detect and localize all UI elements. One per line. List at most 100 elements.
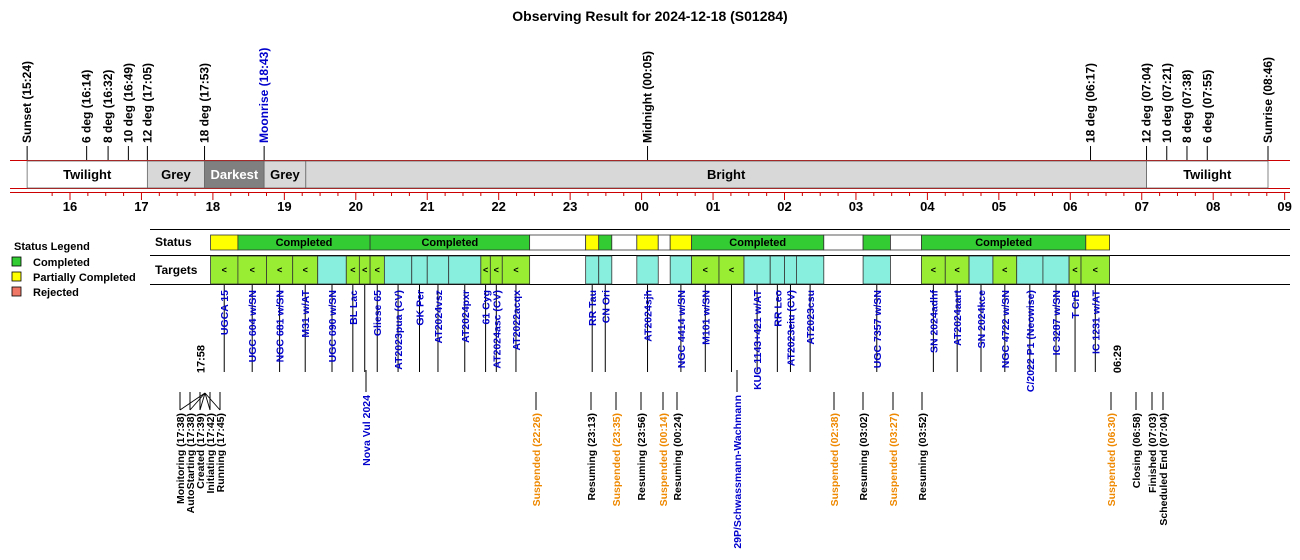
status-segment [598, 234, 613, 251]
target-block [585, 255, 600, 285]
status-segment [862, 234, 891, 251]
time-markers: 17:58 06:29 [196, 345, 1124, 373]
sky-band [1146, 160, 1269, 189]
startup-leader [204, 392, 221, 411]
status-legend: Status Legend Completed Partially Complete… [11, 241, 136, 299]
target-block [636, 255, 659, 285]
target-block [266, 255, 294, 285]
sky-band [204, 160, 265, 189]
log-event-label: Finished (07:03) [1147, 413, 1159, 493]
status-segment-label: Completed [276, 237, 333, 249]
time-event-label: 18 deg (06:17) [1084, 63, 1098, 143]
status-row-label: Status [155, 235, 192, 249]
hour-tick-label: 06 [1063, 199, 1077, 214]
status-segment-label: Completed [421, 237, 478, 249]
target-block [968, 255, 994, 285]
legend-swatch [11, 271, 22, 282]
target-label: BL Lac [348, 290, 360, 325]
target-label: IC 3287 w/SN [1051, 290, 1063, 355]
sky-band-label: Twilight [63, 167, 112, 182]
target-label: UGCA 15 [219, 290, 231, 335]
hour-tick-label: 01 [706, 199, 720, 214]
time-event-label: 12 deg (07:04) [1140, 63, 1154, 143]
chart-title: Observing Result for 2024-12-18 (S01284) [512, 8, 787, 24]
hour-tick-label: 21 [420, 199, 434, 214]
target-block [237, 255, 267, 285]
time-event-label: 6 deg (16:14) [80, 70, 94, 143]
target-mark: < [250, 265, 255, 275]
log-event-label: Suspended (06:30) [1106, 413, 1118, 506]
target-block [1042, 255, 1070, 285]
hour-tick-label: 22 [491, 199, 505, 214]
status-segment [210, 234, 239, 251]
target-block [718, 255, 745, 285]
target-label: AT2023csu [805, 290, 817, 345]
target-labels: UGCA 15 UGC 604 w/SN NGC 681 w/SN M31 w/AT U… [219, 285, 1102, 392]
target-mark: < [483, 265, 488, 275]
target-label: SN 2024kce [976, 290, 988, 349]
target-label: AT2024asc (CV) [491, 290, 503, 369]
legend-swatch [11, 256, 22, 267]
target-mark: < [955, 265, 960, 275]
status-segment [1085, 234, 1110, 251]
status-segment [585, 234, 600, 251]
log-event-label: Initiating (17:42) [205, 413, 217, 494]
hour-tick-label: 03 [849, 199, 863, 214]
target-label: GK Per [414, 290, 426, 326]
time-event-label: 18 deg (17:53) [198, 63, 212, 143]
target-mark: < [494, 265, 499, 275]
status-row: Completed Completed Completed Completed [150, 229, 1290, 285]
status-segment [823, 234, 864, 251]
target-block [669, 255, 693, 285]
target-label: KUG 1143+421 w/AT [752, 289, 764, 389]
targets-row: < < < < < < < < < < < < < < < < < [210, 255, 1110, 285]
log-event-label: Resuming (23:56) [636, 413, 648, 501]
log-event-label: Resuming (03:52) [917, 413, 929, 501]
time-event-label: Sunset (15:24) [20, 61, 34, 143]
target-block [411, 255, 428, 285]
status-segment-label: Completed [729, 237, 786, 249]
sky-band [146, 160, 205, 189]
target-label: T CrB [1070, 290, 1082, 319]
log-event-label: Suspended (03:27) [888, 413, 900, 506]
time-event-label: 8 deg (16:32) [101, 70, 115, 143]
time-event-label: 12 deg (17:05) [140, 63, 154, 143]
hour-tick-label: 02 [777, 199, 791, 214]
target-mark: < [303, 265, 308, 275]
log-event-label: Running (17:45) [215, 413, 227, 492]
target-mark: < [362, 265, 367, 275]
status-segment-label: Completed [975, 237, 1032, 249]
legend-item: Partially Completed [33, 272, 136, 284]
target-label: CN Ori [600, 290, 612, 323]
hour-tick-label: 20 [349, 199, 363, 214]
target-mark: < [703, 265, 708, 275]
target-label: Gliese 65 [372, 290, 384, 336]
time-event-label: 8 deg (07:38) [1180, 70, 1194, 143]
target-label: NGC 681 w/SN [275, 290, 287, 362]
hour-tick-label: 19 [277, 199, 291, 214]
target-block [426, 255, 450, 285]
status-segment [890, 234, 922, 251]
log-event-label: Scheduled End (07:04) [1158, 413, 1170, 526]
target-block [1080, 255, 1110, 285]
time-event-label: Moonrise (18:43) [257, 48, 271, 143]
target-label: AT2024vsz [433, 290, 445, 344]
sky-band [305, 160, 1147, 189]
log-event-label: Resuming (03:02) [858, 413, 870, 501]
target-block [317, 255, 347, 285]
target-label: IC 1231 w/AT [1090, 289, 1102, 354]
log-event-label: Suspended (02:38) [829, 413, 841, 506]
hour-tick-label: 17 [134, 199, 148, 214]
log-event-label: Resuming (23:13) [586, 413, 598, 501]
hour-tick-label: 05 [992, 199, 1006, 214]
target-label: NGC 4722 w/SN [1000, 290, 1012, 368]
target-label: AT2024sjh [643, 290, 655, 342]
target-block [598, 255, 613, 285]
time-event-label: 10 deg (07:21) [1160, 63, 1174, 143]
sky-condition-bands: Twilight Grey Darkest Grey Bright Twilight [10, 160, 1290, 189]
startup-leader [204, 392, 211, 411]
time-marker: 06:29 [1112, 345, 1124, 373]
log-event-label: Closing (06:58) [1131, 413, 1143, 488]
target-label: SN 2024adhf [928, 290, 940, 354]
time-axis: 16 17 18 19 20 21 22 23 00 01 02 03 04 05 06 07 08 09 [10, 192, 1292, 214]
